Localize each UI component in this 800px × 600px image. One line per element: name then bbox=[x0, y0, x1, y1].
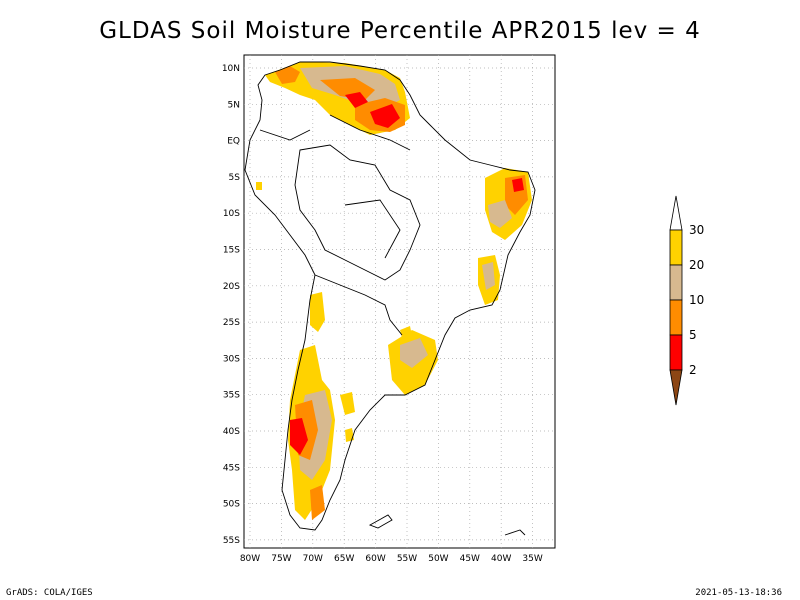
lon-tick-label: 80W bbox=[240, 554, 260, 564]
lat-tick-label: 40S bbox=[223, 427, 240, 437]
map-title: GLDAS Soil Moisture Percentile APR2015 l… bbox=[99, 18, 701, 44]
colorbar-2-5 bbox=[669, 334, 683, 371]
colorbar-label-2: 2 bbox=[689, 363, 697, 377]
plot-frame bbox=[243, 54, 556, 549]
lat-tick-label: 10S bbox=[223, 209, 240, 219]
colorbar-label-10: 10 bbox=[689, 293, 704, 307]
lat-tick-label: 50S bbox=[223, 500, 240, 510]
percentile-patches bbox=[256, 62, 532, 520]
colorbar-above-30 bbox=[669, 195, 683, 231]
colorbar-10-20 bbox=[669, 264, 683, 301]
lon-tick-label: 40W bbox=[491, 554, 511, 564]
lon-tick-label: 60W bbox=[365, 554, 385, 564]
lon-tick-label: 55W bbox=[397, 554, 417, 564]
colorbar-below-2 bbox=[669, 369, 683, 406]
lon-tick-label: 65W bbox=[334, 554, 354, 564]
lat-tick-label: 5S bbox=[229, 173, 241, 183]
lat-tick-label: 30S bbox=[223, 354, 240, 364]
footer-credit: GrADS: COLA/IGES bbox=[6, 588, 93, 598]
lon-tick-label: 35W bbox=[522, 554, 542, 564]
lon-tick-label: 75W bbox=[271, 554, 291, 564]
longitude-labels: 80W 75W 70W 65W 60W 55W 50W 45W 40W 35W bbox=[240, 554, 543, 564]
lon-tick-label: 45W bbox=[460, 554, 480, 564]
colorbar-label-5: 5 bbox=[689, 328, 697, 342]
lon-tick-label: 50W bbox=[428, 554, 448, 564]
coastline-borders bbox=[244, 61, 536, 536]
lat-tick-label: 10N bbox=[222, 64, 240, 74]
lat-tick-label: 45S bbox=[223, 463, 240, 473]
lat-tick-label: 5N bbox=[228, 100, 240, 110]
lat-tick-label: 55S bbox=[223, 536, 240, 546]
lat-tick-label: 25S bbox=[223, 318, 240, 328]
latitude-labels: 10N 5N EQ 5S 10S 15S 20S 25S 30S 35S 40S 45S 50S 55S bbox=[222, 64, 240, 546]
colorbar: 30 20 10 5 2 bbox=[669, 195, 704, 406]
lon-tick-label: 70W bbox=[303, 554, 323, 564]
lat-tick-label: EQ bbox=[227, 137, 240, 147]
colorbar-5-10 bbox=[669, 299, 683, 336]
lat-tick-label: 20S bbox=[223, 282, 240, 292]
colorbar-label-20: 20 bbox=[689, 258, 704, 272]
colorbar-20-30 bbox=[669, 229, 683, 266]
lat-tick-label: 15S bbox=[223, 246, 240, 256]
colorbar-label-30: 30 bbox=[689, 223, 704, 237]
footer-timestamp: 2021-05-13-18:36 bbox=[695, 588, 782, 598]
lat-tick-label: 35S bbox=[223, 391, 240, 401]
